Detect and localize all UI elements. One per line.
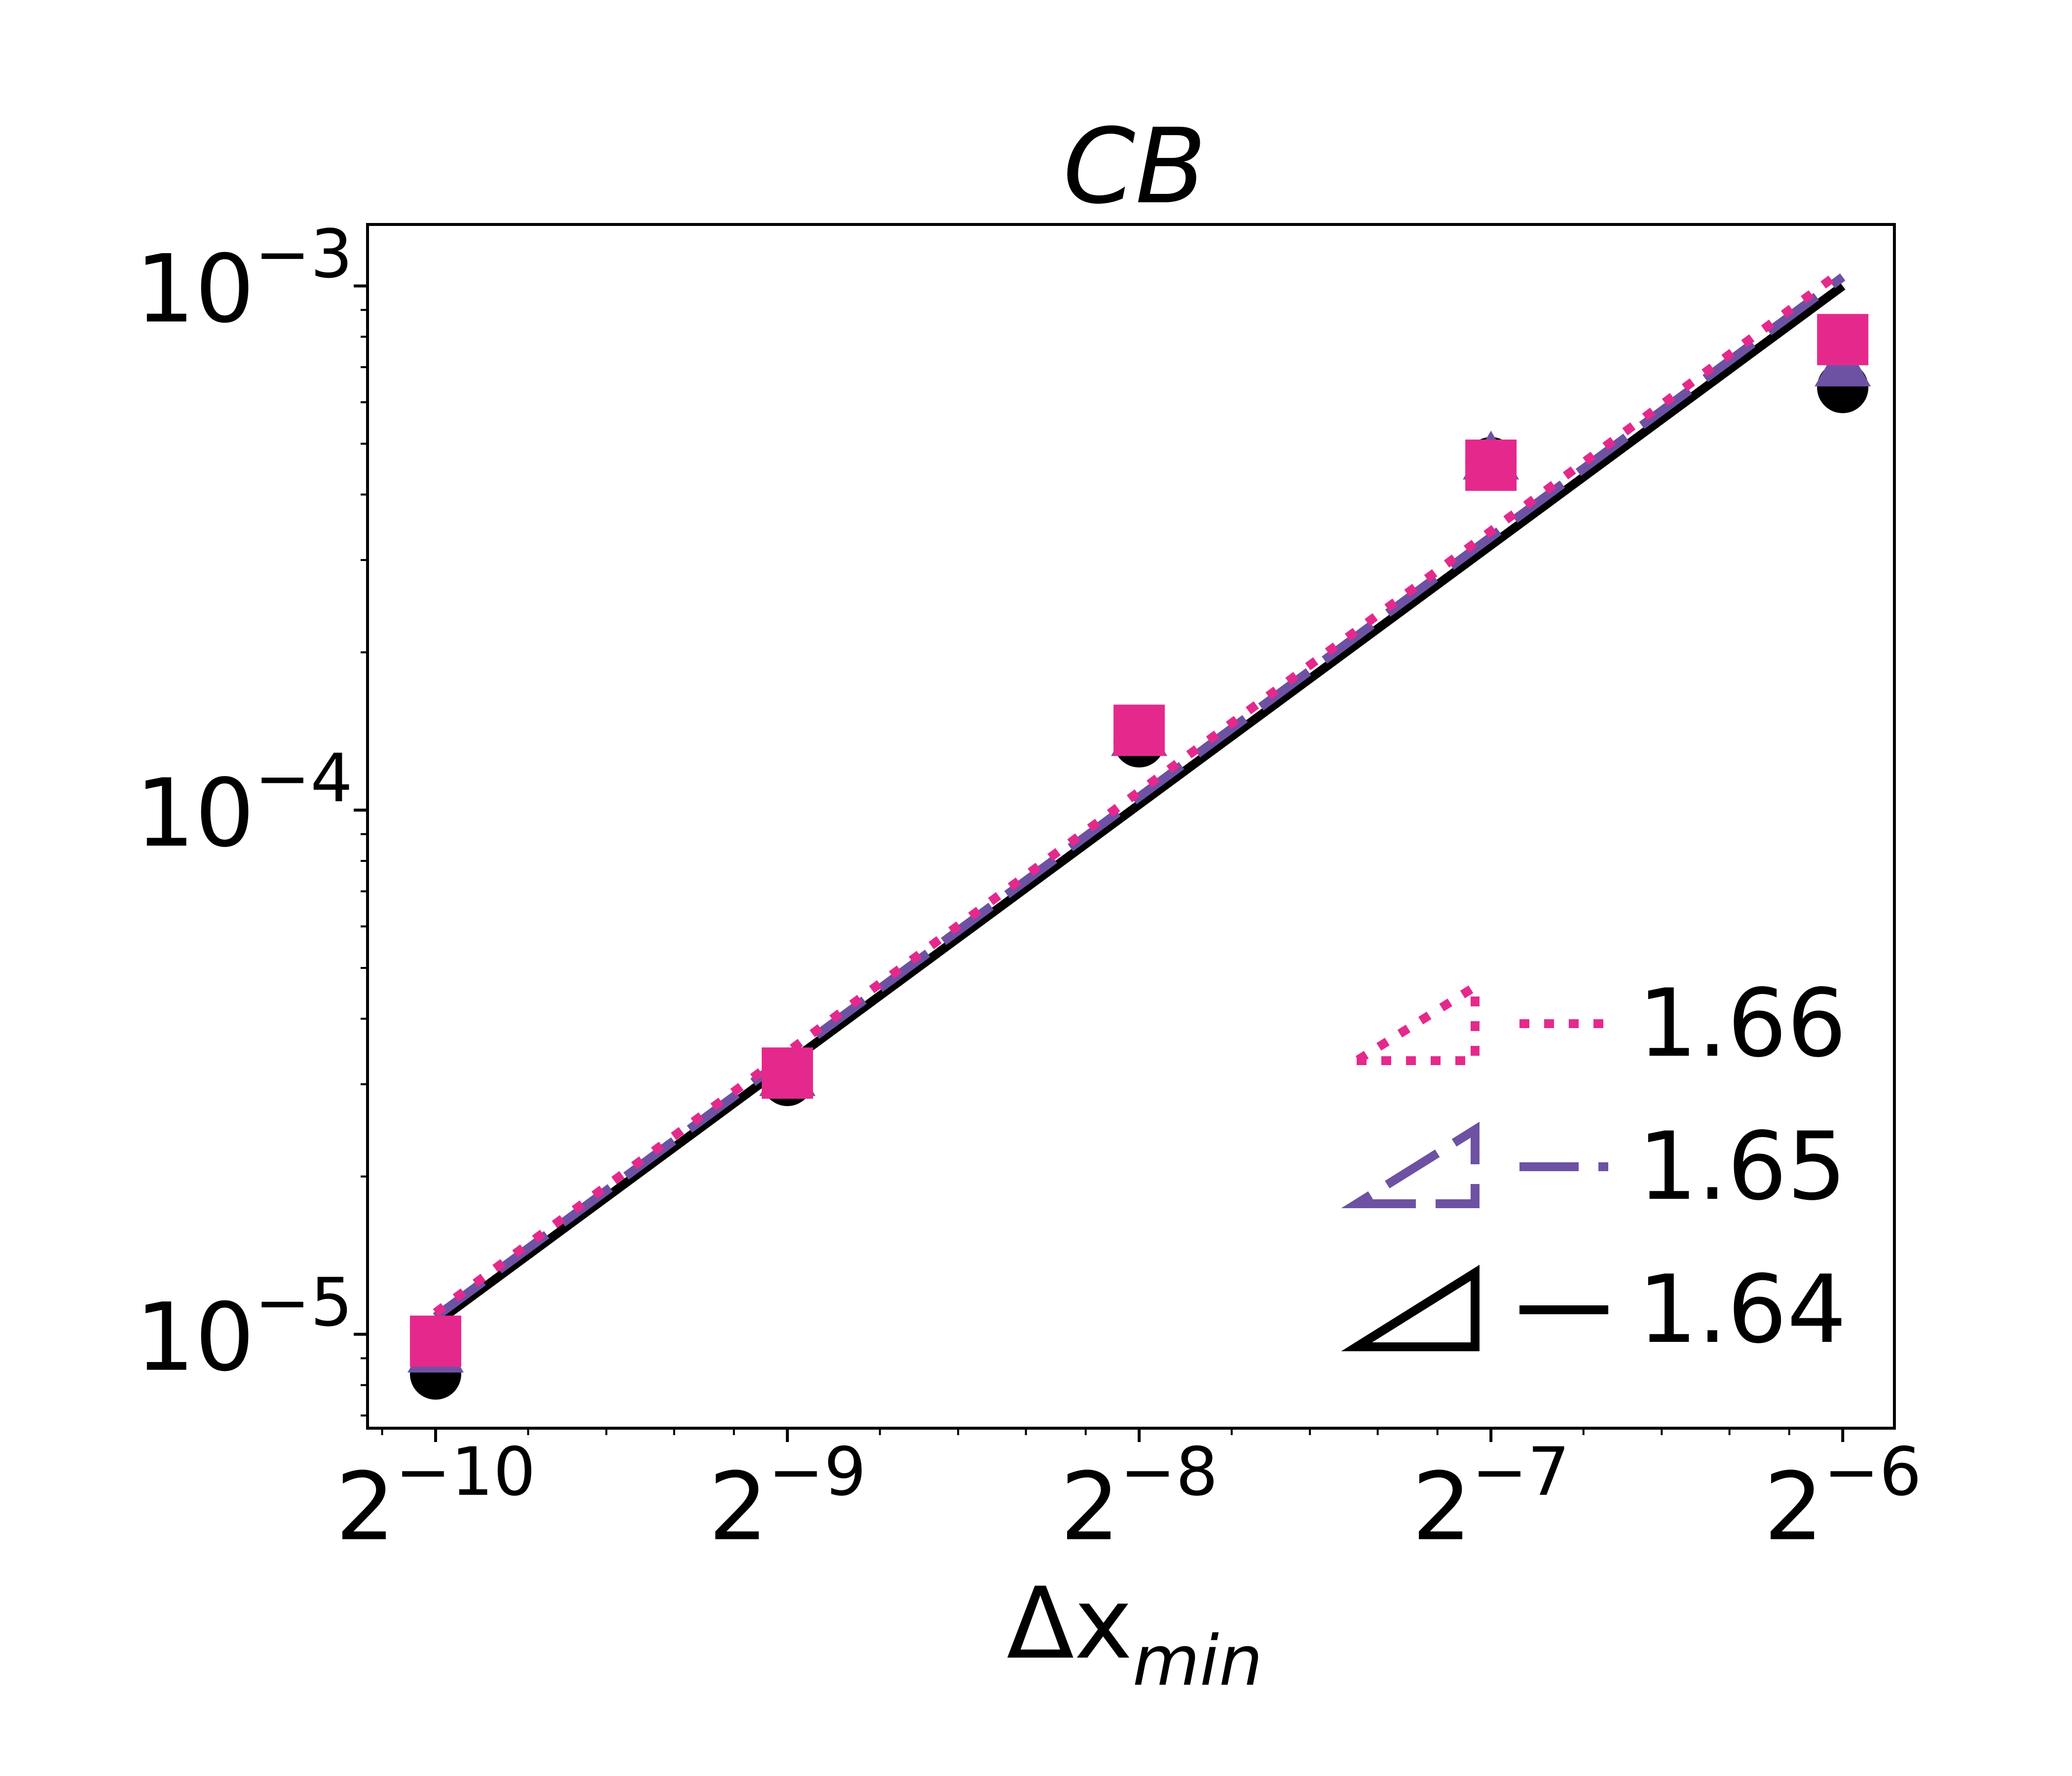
legend-slope-triangle-2 (1341, 978, 1480, 1065)
x-tick-label-4: 2−6 (1764, 1433, 1922, 1561)
x-axis-label: Δxmin (1006, 1566, 1262, 1702)
data-point-2-1 (762, 1047, 814, 1099)
data-point-2-4 (1817, 314, 1869, 366)
plot-frame (366, 223, 1896, 1430)
chart-title: CB (1063, 106, 1207, 227)
legend-label-2: 1.66 (1638, 969, 1847, 1078)
plot-area (407, 267, 1871, 1400)
legend-label-1: 1.65 (1638, 1112, 1847, 1221)
x-tick-label-2: 2−8 (1060, 1433, 1218, 1561)
fit-line-2 (433, 267, 1846, 1316)
legend-slope-triangle-0 (1341, 1264, 1480, 1351)
x-tick-label-1: 2−9 (708, 1433, 866, 1561)
y-tick-label-0: 10−5 (135, 1264, 353, 1392)
x-axis-label-subscript: min (1133, 1621, 1263, 1702)
data-point-2-3 (1465, 439, 1517, 491)
axes: 2−10 2−9 2−8 2−7 2−6 10−5 10−4 10−3 (135, 216, 1922, 1561)
legend-label-0: 1.64 (1638, 1255, 1847, 1364)
y-tick-label-1: 10−4 (135, 740, 353, 868)
legend-slope-triangle-1 (1341, 1121, 1480, 1208)
x-tick-label-3: 2−7 (1412, 1433, 1570, 1561)
y-tick-label-2: 10−3 (135, 216, 353, 344)
data-point-2-2 (1113, 704, 1165, 756)
legend: 1.66 1.65 1.64 (1341, 969, 1847, 1364)
x-tick-label-0: 2−10 (335, 1433, 536, 1561)
fit-line-0 (433, 282, 1846, 1327)
data-point-2-0 (409, 1315, 461, 1367)
x-axis-label-main: Δx (1006, 1566, 1132, 1681)
